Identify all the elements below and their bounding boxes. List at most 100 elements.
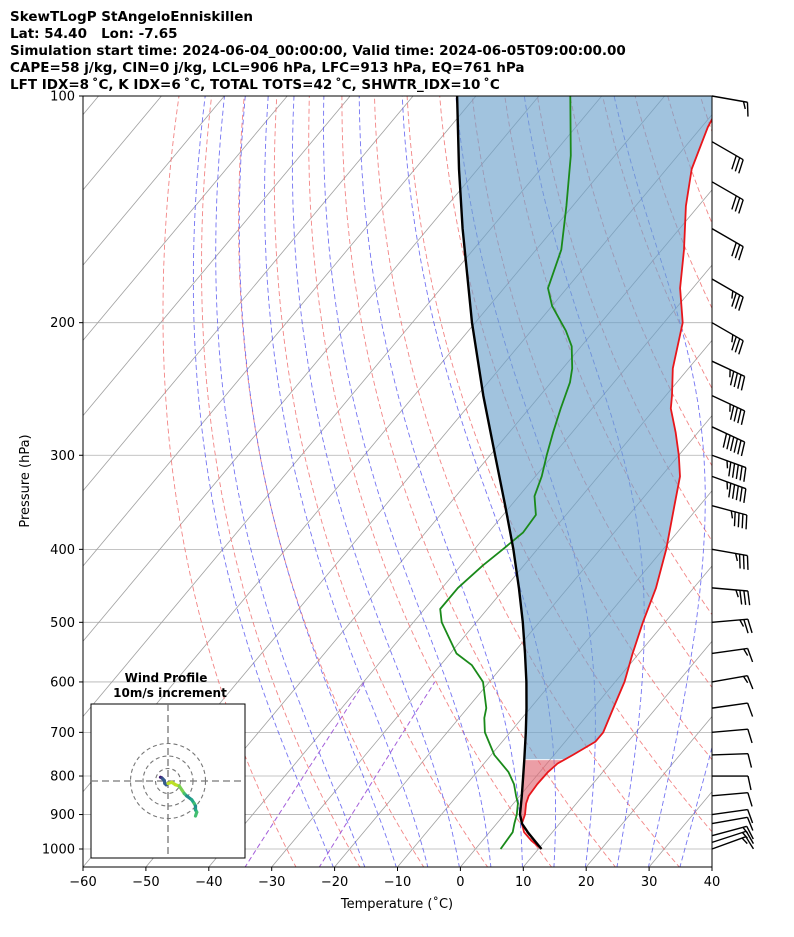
wind-barb-shaft	[711, 830, 747, 844]
y-tick-label: 600	[50, 675, 75, 690]
x-axis-title: Temperature (˚C)	[340, 896, 453, 912]
wind-barb-feather	[731, 336, 737, 351]
wind-barb-shaft	[711, 181, 744, 201]
wind-barb	[711, 227, 744, 261]
isotherm-line	[396, 490, 712, 867]
hodograph-plot	[91, 704, 245, 858]
wind-barb-feather	[730, 510, 734, 519]
wind-barb-feather	[737, 512, 740, 528]
wind-barb	[712, 775, 752, 791]
wind-barb-feather	[743, 488, 747, 503]
chart-title-station: SkewTLogP StAngeloEnniskillen	[10, 9, 253, 25]
wind-barb-feather	[746, 675, 754, 690]
wind-barb	[711, 675, 754, 690]
dry-adiabat-line	[162, 96, 297, 867]
moist-adiabat-line	[613, 96, 706, 867]
y-tick-label: 100	[50, 90, 75, 105]
wind-barb	[711, 548, 749, 570]
wind-barb	[711, 587, 751, 606]
wind-barb-feather	[734, 338, 741, 353]
wind-barb	[711, 728, 753, 744]
wind-barb-feather	[742, 826, 749, 834]
wind-barb-feather	[747, 775, 752, 791]
axis-ticks: −60 −50 −40 −30 −20 −10 0 10 20 30 40 100 200 300 400 5…	[42, 90, 720, 891]
isotherm-line	[774, 79, 794, 868]
mixing-ratio-line	[318, 681, 436, 867]
x-tick-label: 40	[704, 875, 721, 890]
x-tick-label: −50	[132, 875, 159, 890]
hodograph-subtitle: 10m/s increment	[113, 686, 227, 700]
dry-adiabat-line	[238, 96, 425, 867]
wind-barb-feather	[731, 195, 737, 210]
wind-barb-feather	[734, 244, 741, 259]
wind-barb-shaft	[711, 454, 747, 469]
wind-barb-feather	[747, 792, 753, 807]
wind-barb-feather	[731, 290, 734, 299]
isotherm-line	[83, 96, 351, 417]
wind-barb-feather	[738, 554, 741, 569]
wind-barb-shaft	[711, 647, 748, 655]
y-tick-label: 800	[50, 770, 75, 785]
y-tick-label: 200	[50, 316, 75, 331]
moist-adiabat-line	[679, 745, 712, 867]
dry-adiabat-line	[341, 96, 616, 867]
y-tick-label: 900	[50, 808, 75, 823]
wind-barb-feather	[737, 374, 742, 389]
wind-barb	[711, 816, 754, 831]
wind-barb	[711, 808, 754, 824]
wind-barb-feather	[733, 511, 736, 527]
wind-barb-shaft	[711, 752, 749, 756]
wind-barb-shaft	[711, 587, 748, 592]
wind-barb-feather	[739, 619, 745, 627]
dry-adiabat-line	[759, 79, 794, 868]
moist-adiabat-line	[358, 96, 523, 867]
wind-barb-shaft	[711, 227, 744, 248]
wind-barb-feather	[737, 409, 742, 424]
isotherm-line	[83, 96, 288, 341]
x-tick-label: 10	[515, 875, 532, 890]
wind-barb-feather	[742, 676, 749, 684]
wind-barb-feather	[741, 513, 744, 529]
moist-adiabat-line	[264, 96, 429, 867]
wind-barb-feather	[735, 589, 739, 598]
wind-barb-shaft	[711, 808, 748, 816]
x-tick-label: −20	[321, 875, 348, 890]
mixing-ratio-line	[244, 681, 365, 867]
wind-barb-shaft	[711, 816, 748, 825]
wind-barb-shaft	[711, 618, 748, 624]
parcel-profile	[455, 96, 543, 850]
moist-adiabat-line	[192, 96, 334, 867]
wind-barb-feather	[746, 555, 749, 570]
wind-barb-shaft	[711, 141, 744, 161]
x-tick-label: −40	[195, 875, 222, 890]
wind-barb	[711, 141, 744, 174]
wind-barbs	[711, 95, 755, 850]
wind-barb	[711, 181, 744, 214]
wind-barb-shaft	[711, 548, 748, 557]
isotherm-line	[83, 96, 225, 266]
wind-barb-feather	[747, 729, 753, 744]
wind-barb-feather	[745, 836, 755, 850]
y-tick-label: 500	[50, 616, 75, 631]
hodograph-title: Wind Profile	[125, 671, 208, 685]
wind-barb-feather	[739, 466, 743, 481]
wind-barb-feather	[741, 832, 748, 839]
cin-area	[520, 760, 564, 824]
wind-barb-shaft	[711, 475, 747, 490]
wind-barb	[711, 360, 746, 391]
dry-adiabat-line	[439, 96, 712, 761]
wind-barb-shaft	[711, 825, 747, 837]
moist-adiabat-line	[238, 96, 397, 867]
wind-barb-shaft	[711, 792, 748, 797]
wind-barb-feather	[746, 102, 749, 117]
moist-adiabat-line	[523, 96, 645, 867]
y-axis-title: Pressure (hPa)	[18, 434, 33, 527]
wind-barb-feather	[729, 436, 735, 452]
wind-barb-feather	[746, 809, 754, 824]
wind-barb-feather	[746, 826, 754, 840]
wind-barb	[711, 322, 744, 355]
wind-barb-feather	[743, 467, 747, 482]
wind-barb-shaft	[711, 702, 748, 709]
wind-barb-feather	[738, 159, 744, 174]
